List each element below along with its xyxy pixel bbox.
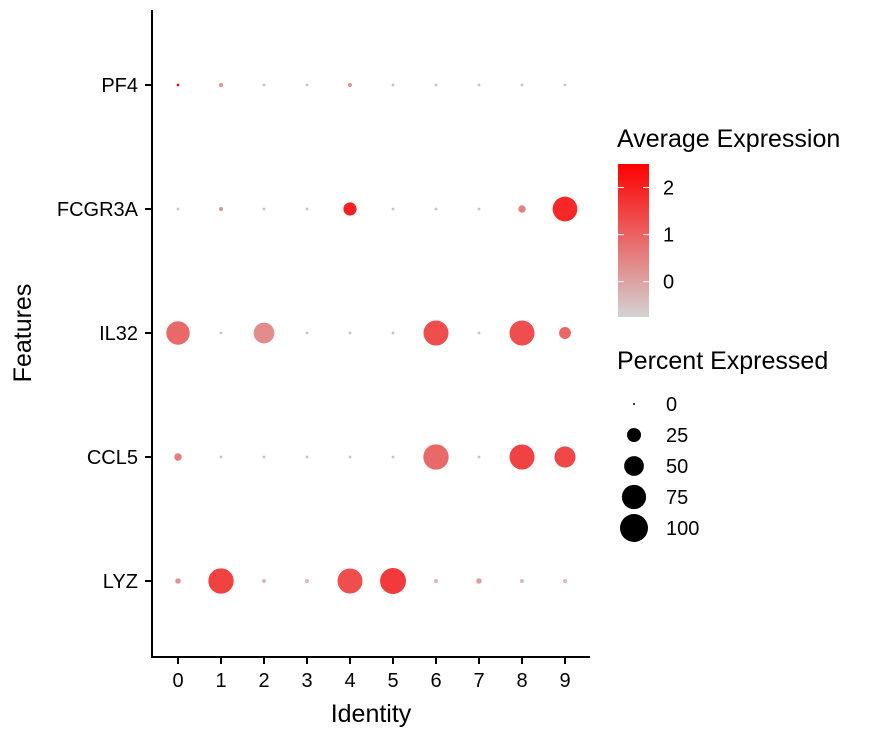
x-tick-label: 4 bbox=[344, 670, 355, 692]
y-tick-label: LYZ bbox=[103, 571, 138, 593]
color-legend: Average Expression 0 1 2 bbox=[617, 125, 840, 317]
size-legend-title: Percent Expressed bbox=[617, 347, 828, 375]
size-legend-items: 0 25 50 75 100 bbox=[620, 394, 699, 542]
dot-ccl5-8 bbox=[509, 444, 535, 470]
x-ticks: 0 1 2 3 4 5 6 7 8 9 bbox=[172, 657, 571, 692]
dot-fcgr3a-2 bbox=[262, 207, 266, 211]
size-legend-dot bbox=[624, 456, 644, 476]
size-legend-dot bbox=[621, 484, 647, 510]
y-tick-label: CCL5 bbox=[87, 447, 138, 469]
x-tick-label: 9 bbox=[559, 670, 570, 692]
x-tick-label: 0 bbox=[172, 670, 183, 692]
dot-lyz-7 bbox=[476, 578, 482, 584]
x-tick-label: 2 bbox=[258, 670, 269, 692]
dot-il32-3 bbox=[305, 331, 309, 335]
x-tick-label: 8 bbox=[516, 670, 527, 692]
size-legend-label: 100 bbox=[666, 518, 699, 540]
dot-fcgr3a-9 bbox=[552, 196, 578, 222]
dot-ccl5-9 bbox=[554, 446, 576, 468]
dot-lyz-8 bbox=[520, 579, 524, 583]
dot-ccl5-3 bbox=[305, 455, 309, 459]
dot-ccl5-2 bbox=[262, 455, 266, 459]
dot-il32-7 bbox=[477, 331, 481, 335]
size-legend-label: 50 bbox=[666, 456, 688, 478]
x-tick-label: 5 bbox=[387, 670, 398, 692]
dot-fcgr3a-8 bbox=[518, 205, 526, 213]
dot-lyz-5 bbox=[380, 568, 406, 594]
dot-lyz-3 bbox=[305, 579, 309, 583]
size-legend-dot bbox=[633, 403, 635, 405]
dot-pf4-2 bbox=[262, 83, 266, 87]
x-tick-label: 1 bbox=[215, 670, 226, 692]
dot-pf4-4 bbox=[348, 83, 352, 87]
dot-il32-5 bbox=[391, 331, 395, 335]
dot-pf4-6 bbox=[434, 83, 438, 87]
dot-pf4-7 bbox=[477, 83, 481, 87]
dot-lyz-0 bbox=[175, 578, 181, 584]
color-legend-title: Average Expression bbox=[617, 125, 840, 153]
dot-il32-6 bbox=[423, 320, 449, 346]
color-gradient-bar bbox=[618, 164, 649, 317]
dot-ccl5-5 bbox=[391, 455, 395, 459]
dot-ccl5-6 bbox=[423, 444, 449, 470]
color-legend-label: 0 bbox=[663, 272, 674, 294]
y-tick-label: IL32 bbox=[99, 323, 138, 345]
dot-pf4-9 bbox=[563, 83, 567, 87]
dot-il32-0 bbox=[166, 321, 190, 345]
size-legend-label: 75 bbox=[666, 487, 688, 509]
size-legend: Percent Expressed 0 25 50 75 100 bbox=[617, 347, 828, 542]
dot-ccl5-1 bbox=[219, 455, 223, 459]
dot-il32-1 bbox=[219, 331, 223, 335]
plot-panel: LYZ CCL5 IL32 FCGR3A PF4 0 1 2 3 4 5 6 7 8 9 bbox=[57, 10, 590, 692]
dot-ccl5-7 bbox=[477, 455, 481, 459]
dot-fcgr3a-5 bbox=[391, 207, 395, 211]
dot-pf4-0 bbox=[176, 83, 180, 87]
size-legend-dot bbox=[627, 428, 641, 442]
size-legend-dot bbox=[620, 514, 648, 542]
x-tick-label: 6 bbox=[430, 670, 441, 692]
y-tick-label: FCGR3A bbox=[57, 199, 139, 221]
dot-lyz-4 bbox=[337, 568, 363, 594]
dot-il32-8 bbox=[509, 320, 535, 346]
color-legend-label: 1 bbox=[663, 225, 674, 247]
y-axis-title: Features bbox=[9, 284, 37, 383]
dot-lyz-1 bbox=[208, 568, 234, 594]
dot-il32-9 bbox=[559, 327, 571, 339]
x-tick-label: 3 bbox=[301, 670, 312, 692]
dot-lyz-6 bbox=[434, 579, 438, 583]
color-legend-ticks: 0 1 2 bbox=[618, 178, 674, 294]
size-legend-label: 0 bbox=[666, 394, 677, 416]
dot-fcgr3a-7 bbox=[477, 207, 481, 211]
dot-pf4-8 bbox=[520, 83, 524, 87]
dot-ccl5-4 bbox=[348, 455, 352, 459]
dot-fcgr3a-0 bbox=[176, 207, 180, 211]
dot-pf4-3 bbox=[305, 83, 309, 87]
size-legend-label: 25 bbox=[666, 425, 688, 447]
dot-fcgr3a-3 bbox=[305, 207, 309, 211]
dot-pf4-5 bbox=[391, 83, 395, 87]
dot-il32-4 bbox=[348, 331, 352, 335]
x-axis-title: Identity bbox=[331, 700, 412, 728]
dot-il32-2 bbox=[253, 322, 275, 344]
dot-fcgr3a-6 bbox=[434, 207, 438, 211]
dot-fcgr3a-1 bbox=[219, 207, 223, 211]
color-legend-label: 2 bbox=[663, 178, 674, 200]
dot-pf4-1 bbox=[219, 83, 223, 87]
data-points bbox=[166, 83, 578, 594]
dot-lyz-9 bbox=[563, 579, 567, 583]
x-tick-label: 7 bbox=[473, 670, 484, 692]
dot-ccl5-0 bbox=[174, 453, 182, 461]
dot-fcgr3a-4 bbox=[343, 202, 357, 216]
y-ticks: LYZ CCL5 IL32 FCGR3A PF4 bbox=[57, 75, 152, 593]
dot-lyz-2 bbox=[262, 579, 266, 583]
y-tick-label: PF4 bbox=[101, 75, 138, 97]
